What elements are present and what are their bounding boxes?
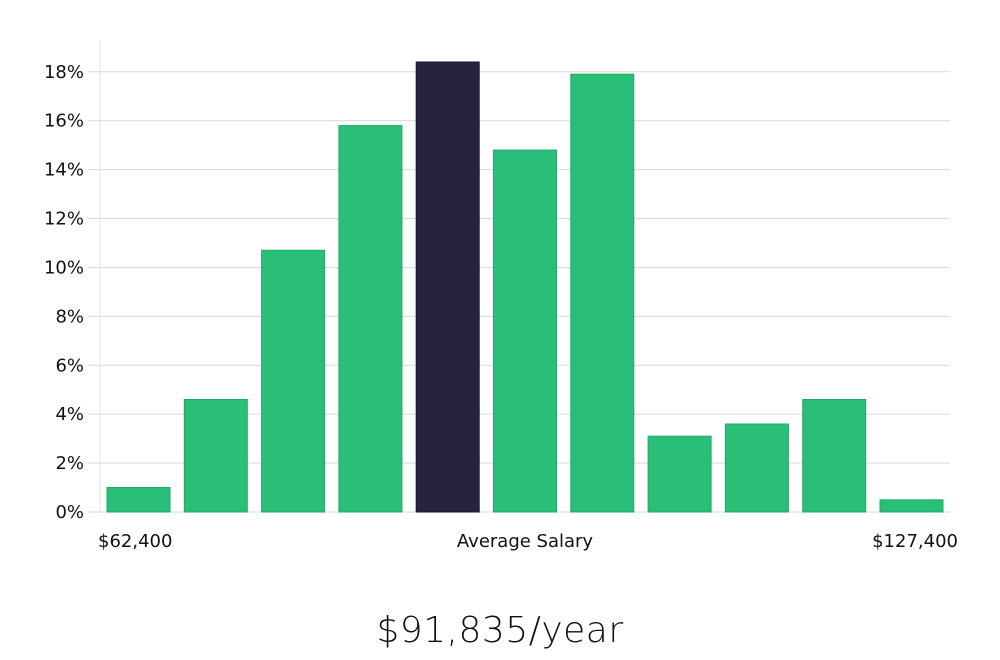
bar-1	[106, 487, 171, 513]
bar-6	[493, 149, 557, 513]
bar-9	[724, 423, 789, 513]
bar-3	[261, 249, 326, 513]
salary-distribution-chart: 0% 2% 4% 6% 8% 10% 12% 14% 16% 18% $62,400 Averag…	[44, 40, 958, 552]
x-label-average-salary: Average Salary	[457, 531, 594, 552]
y-tick-label: 6%	[55, 355, 84, 376]
bar-4	[338, 125, 403, 513]
y-tick-label: 0%	[55, 502, 84, 523]
bar-7	[570, 73, 635, 513]
y-tick-label: 12%	[44, 209, 84, 230]
average-salary-headline: $91,835/year	[376, 610, 624, 651]
x-label-min-salary: $62,400	[98, 531, 172, 552]
y-tick-label: 2%	[55, 453, 84, 474]
histogram-bars	[106, 61, 944, 513]
bar-10	[802, 399, 867, 513]
bar-average-salary	[415, 61, 480, 513]
bar-8	[647, 435, 712, 513]
bar-2	[183, 399, 248, 513]
bar-11	[879, 499, 944, 513]
y-tick-label: 8%	[55, 306, 84, 327]
x-label-max-salary: $127,400	[872, 531, 958, 552]
y-tick-label: 10%	[44, 257, 84, 278]
y-axis-ticks: 0% 2% 4% 6% 8% 10% 12% 14% 16% 18%	[44, 62, 84, 523]
y-tick-label: 18%	[44, 62, 84, 83]
y-tick-label: 14%	[44, 160, 84, 181]
y-tick-label: 4%	[55, 404, 84, 425]
y-tick-label: 16%	[44, 111, 84, 132]
